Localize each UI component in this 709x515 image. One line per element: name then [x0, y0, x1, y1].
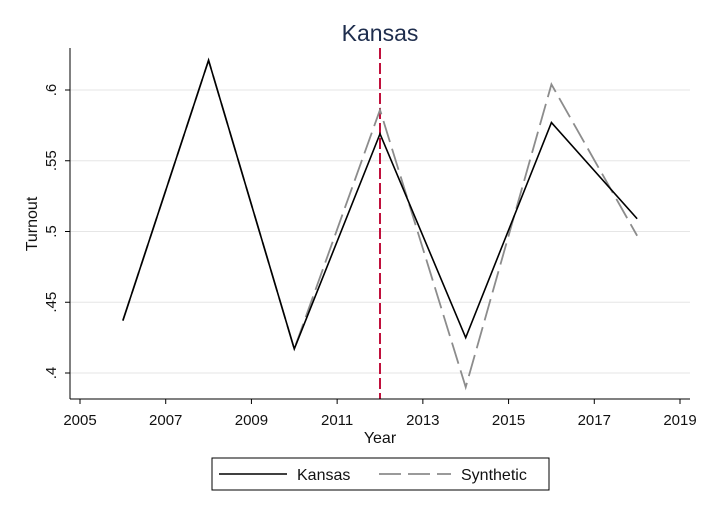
x-tick-label: 2017 — [578, 412, 611, 429]
legend: Kansas Synthetic — [211, 457, 550, 491]
y-tick-label: .5 — [43, 225, 60, 238]
series-lines — [122, 57, 638, 391]
y-tick-label: .4 — [43, 367, 60, 380]
y-tick-label: .6 — [43, 84, 60, 97]
x-axis-label: Year — [364, 430, 397, 447]
axes: .4 .45 .5 .55 .6 2005 2007 2009 2011 2013 2015 2017… — [43, 48, 697, 429]
chart-title: Kansas — [342, 20, 419, 46]
y-tick-label: .45 — [43, 292, 60, 313]
x-tick-label: 2011 — [321, 412, 353, 429]
y-tick-label: .55 — [43, 150, 60, 171]
legend-label-synthetic: Synthetic — [461, 467, 527, 484]
series-line-kansas — [122, 57, 638, 352]
x-tick-label: 2013 — [406, 412, 439, 429]
y-axis-label: Turnout — [24, 196, 41, 251]
x-tick-label: 2015 — [492, 412, 525, 429]
x-tick-label: 2007 — [149, 412, 182, 429]
x-tick-label: 2019 — [663, 412, 696, 429]
x-tick-label: 2009 — [235, 412, 268, 429]
legend-label-kansas: Kansas — [297, 467, 350, 484]
x-tick-label: 2005 — [63, 412, 96, 429]
